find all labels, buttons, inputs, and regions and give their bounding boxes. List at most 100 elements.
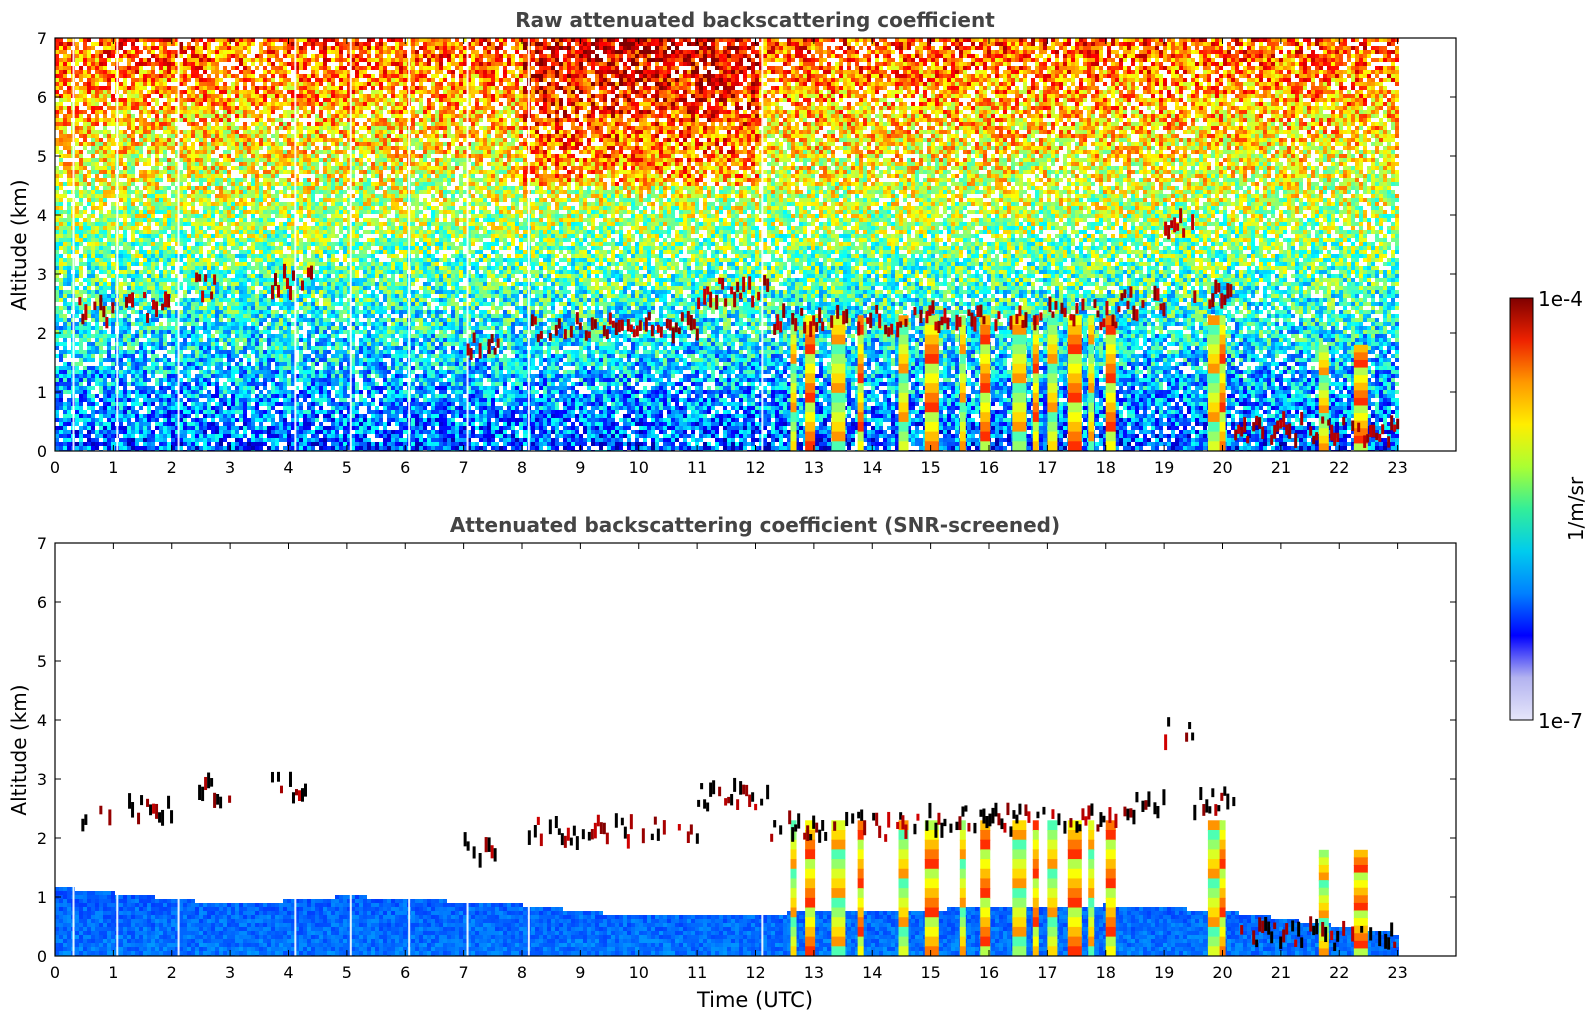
- heatmap-cell: [83, 134, 87, 138]
- heatmap-cell: [195, 422, 199, 426]
- heatmap-cell: [243, 170, 247, 174]
- heatmap-cell: [107, 242, 111, 246]
- heatmap-cell: [143, 398, 147, 402]
- heatmap-cell: [235, 266, 239, 270]
- heatmap-cell: [79, 202, 83, 206]
- heatmap-cell: [55, 38, 59, 42]
- heatmap-cell: [183, 186, 187, 190]
- heatmap-cell: [107, 186, 111, 190]
- heatmap-cell: [199, 194, 203, 198]
- heatmap-cell: [215, 266, 219, 270]
- heatmap-cell: [223, 322, 227, 326]
- heatmap-cell: [191, 190, 195, 194]
- heatmap-cell: [187, 318, 191, 322]
- heatmap-cell: [107, 358, 111, 362]
- heatmap-cell: [279, 286, 283, 290]
- heatmap-cell: [267, 362, 271, 366]
- heatmap-cell: [167, 310, 171, 314]
- heatmap-cell: [123, 310, 127, 314]
- heatmap-cell: [231, 330, 235, 334]
- heatmap-cell: [219, 42, 223, 46]
- heatmap-cell: [55, 218, 59, 222]
- heatmap-cell: [127, 178, 131, 182]
- heatmap-cell: [239, 110, 243, 114]
- heatmap-cell: [111, 382, 115, 386]
- heatmap-cell: [227, 390, 231, 394]
- heatmap-cell: [139, 154, 143, 158]
- heatmap-cell: [175, 198, 179, 202]
- heatmap-cell: [167, 170, 171, 174]
- heatmap-cell: [159, 162, 163, 166]
- heatmap-cell: [267, 114, 271, 118]
- heatmap-cell: [75, 54, 79, 58]
- heatmap-cell: [203, 346, 207, 350]
- heatmap-cell: [251, 38, 255, 42]
- heatmap-cell: [267, 342, 271, 346]
- heatmap-cell: [87, 90, 91, 94]
- heatmap-cell: [199, 214, 203, 218]
- heatmap-cell: [239, 306, 243, 310]
- heatmap-cell: [147, 70, 151, 74]
- heatmap-cell: [87, 306, 91, 310]
- heatmap-cell: [223, 390, 227, 394]
- heatmap-cell: [59, 278, 63, 282]
- heatmap-cell: [243, 274, 247, 278]
- heatmap-cell: [67, 414, 71, 418]
- heatmap-cell: [135, 278, 139, 282]
- heatmap-cell: [199, 78, 203, 82]
- heatmap-cell: [191, 338, 195, 342]
- heatmap-cell: [187, 78, 191, 82]
- heatmap-cell: [183, 46, 187, 50]
- heatmap-cell: [63, 238, 67, 242]
- heatmap-cell: [83, 386, 87, 390]
- heatmap-cell: [67, 326, 71, 330]
- heatmap-cell: [215, 426, 219, 430]
- heatmap-cell: [267, 102, 271, 106]
- heatmap-cell: [271, 386, 275, 390]
- heatmap-cell: [219, 370, 223, 374]
- heatmap-cell: [163, 250, 167, 254]
- heatmap-cell: [263, 290, 267, 294]
- heatmap-cell: [87, 426, 91, 430]
- heatmap-cell: [195, 270, 199, 274]
- heatmap-cell: [215, 354, 219, 358]
- heatmap-cell: [67, 98, 71, 102]
- heatmap-cell: [227, 130, 231, 134]
- heatmap-cell: [95, 322, 99, 326]
- heatmap-cell: [103, 430, 107, 434]
- heatmap-cell: [171, 350, 175, 354]
- heatmap-cell: [135, 422, 139, 426]
- heatmap-cell: [263, 382, 267, 386]
- heatmap-cell: [239, 150, 243, 154]
- heatmap-cell: [135, 378, 139, 382]
- heatmap-cell: [63, 274, 67, 278]
- heatmap-cell: [123, 210, 127, 214]
- heatmap-cell: [143, 422, 147, 426]
- heatmap-cell: [163, 246, 167, 250]
- heatmap-cell: [251, 94, 255, 98]
- heatmap-cell: [127, 286, 131, 290]
- heatmap-cell: [91, 406, 95, 410]
- heatmap-cell: [279, 238, 283, 242]
- heatmap-cell: [215, 114, 219, 118]
- heatmap-cell: [179, 102, 183, 106]
- heatmap-cell: [263, 122, 267, 126]
- heatmap-cell: [75, 74, 79, 78]
- heatmap-cell: [263, 198, 267, 202]
- heatmap-cell: [87, 438, 91, 442]
- heatmap-cell: [175, 130, 179, 134]
- heatmap-cell: [175, 234, 179, 238]
- heatmap-cell: [75, 278, 79, 282]
- heatmap-cell: [75, 218, 79, 222]
- heatmap-cell: [279, 94, 283, 98]
- heatmap-cell: [151, 86, 155, 90]
- heatmap-cell: [279, 278, 283, 282]
- heatmap-cell: [55, 414, 59, 418]
- heatmap-cell: [239, 434, 243, 438]
- heatmap-cell: [139, 126, 143, 130]
- heatmap-cell: [263, 318, 267, 322]
- heatmap-cell: [155, 62, 159, 66]
- heatmap-cell: [75, 62, 79, 66]
- heatmap-cell: [271, 118, 275, 122]
- heatmap-cell: [183, 174, 187, 178]
